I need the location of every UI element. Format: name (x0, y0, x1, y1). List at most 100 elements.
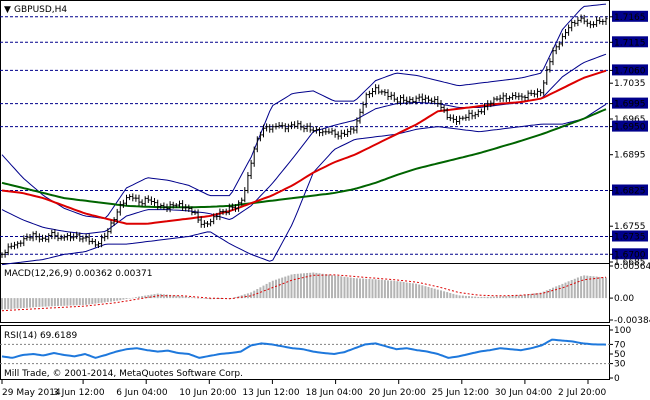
macd-bar (138, 296, 140, 299)
macd-bar (303, 273, 305, 299)
macd-bar (309, 272, 312, 299)
macd-bar (464, 295, 467, 299)
macd-bar (433, 288, 436, 299)
macd-bar (290, 274, 293, 299)
macd-bar (4, 298, 7, 310)
macd-bar (355, 278, 358, 299)
macd-bar (365, 278, 368, 299)
bollinger-lower-line (1, 103, 607, 266)
macd-bar (555, 286, 558, 299)
chart-title: GBPUSD,H4 (14, 5, 67, 15)
macd-panel-frame (0, 263, 610, 323)
macd-bar (172, 295, 175, 299)
price-axis-label: 1.6700 (614, 250, 646, 260)
macd-bar (265, 283, 268, 299)
macd-bar (520, 295, 523, 299)
moving-averages (1, 69, 607, 225)
time-axis-label: 6 Jun 04:00 (116, 388, 168, 398)
macd-bar (536, 293, 539, 299)
price-axis-labels: 1.7165 1.7115 1.7060 1.7035 1.6995 1.69651.69… (610, 10, 648, 268)
macd-bar (393, 280, 396, 299)
price-level-tag (612, 230, 648, 242)
macd-bar (427, 287, 430, 299)
macd-bar (169, 294, 172, 299)
time-axis-label: 25 Jun 12:00 (432, 388, 489, 398)
macd-axis-label: 0.00564 (614, 262, 650, 272)
macd-bar (586, 275, 589, 299)
macd-bar (184, 296, 187, 299)
rsi-axis-label: 30 (614, 360, 626, 370)
macd-bar (514, 295, 517, 299)
macd-bar (187, 297, 190, 299)
macd-bar (324, 274, 327, 299)
macd-bar (527, 294, 530, 299)
macd-bar (517, 295, 520, 299)
macd-bar (545, 290, 548, 299)
macd-bar (178, 296, 181, 299)
macd-bar (331, 275, 333, 299)
price-axis-label: 1.6965 (614, 115, 646, 125)
macd-bar (349, 277, 352, 299)
macd-bar (147, 295, 150, 299)
macd-bar (206, 298, 209, 299)
macd-bar (22, 298, 25, 308)
macd-bar (296, 273, 299, 299)
macd-bar (468, 296, 470, 299)
price-axis-label: 1.6825 (614, 187, 646, 197)
price-axis-label: 1.6895 (614, 151, 646, 161)
macd-bar (1, 298, 3, 310)
macd-bar (81, 298, 84, 305)
macd-bar (452, 293, 455, 299)
macd-bar (10, 298, 13, 309)
macd-bar (41, 298, 44, 307)
macd-bar (159, 293, 162, 299)
macd-bar (57, 298, 59, 306)
time-axis-label: 2 Jul 20:00 (558, 388, 607, 398)
price-level-tag (612, 120, 648, 132)
macd-bar (268, 282, 271, 299)
rsi-axis-label: 0 (614, 374, 620, 384)
time-axis-label: 20 Jun 20:00 (369, 388, 426, 398)
macd-bar (190, 297, 193, 299)
macd-bar (25, 298, 28, 308)
macd-bar (567, 281, 570, 299)
macd-bar (125, 298, 128, 299)
macd-bar (471, 296, 474, 299)
macd-bar (477, 296, 480, 299)
rsi-label: RSI(14) 69.6189 (4, 331, 77, 341)
price-level-tag (612, 36, 648, 48)
macd-bar (134, 297, 137, 299)
price-axis-label: 1.6950 (614, 123, 646, 133)
macd-bar (100, 298, 103, 303)
macd-bar (440, 290, 442, 299)
macd-bar (362, 278, 365, 299)
price-level-tag (612, 10, 648, 22)
macd-bar (583, 275, 586, 299)
macd-bar (60, 298, 63, 306)
macd-bar (458, 295, 461, 299)
macd-bar (318, 273, 321, 299)
macd-label: MACD(12,26,9) 0.00362 0.00371 (4, 269, 153, 279)
macd-bar (576, 277, 579, 299)
macd-bar (402, 282, 405, 299)
macd-bar (489, 296, 492, 299)
macd-bar (141, 296, 144, 299)
macd-bar (281, 277, 284, 299)
macd-bar (511, 295, 514, 299)
price-level-tag (612, 64, 648, 76)
macd-bar (284, 276, 287, 299)
macd-bar (306, 273, 309, 299)
macd-bar (47, 298, 50, 307)
macd-bar (480, 296, 483, 299)
macd-bar (278, 278, 281, 299)
macd-bar (275, 279, 277, 299)
macd-bar (175, 295, 178, 299)
macd-bar (94, 298, 97, 304)
macd-signal-line (1, 274, 607, 312)
price-axis-label: 1.7165 (614, 13, 646, 23)
macd-bar (222, 298, 224, 299)
macd-bar (396, 281, 399, 299)
macd-bar (539, 292, 542, 299)
macd-bar (38, 298, 41, 307)
macd-bar (234, 297, 237, 299)
